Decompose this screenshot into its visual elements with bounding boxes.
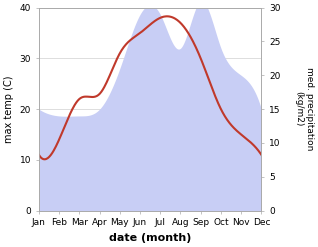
Y-axis label: max temp (C): max temp (C)	[4, 75, 14, 143]
X-axis label: date (month): date (month)	[109, 233, 191, 243]
Y-axis label: med. precipitation
(kg/m2): med. precipitation (kg/m2)	[294, 67, 314, 151]
